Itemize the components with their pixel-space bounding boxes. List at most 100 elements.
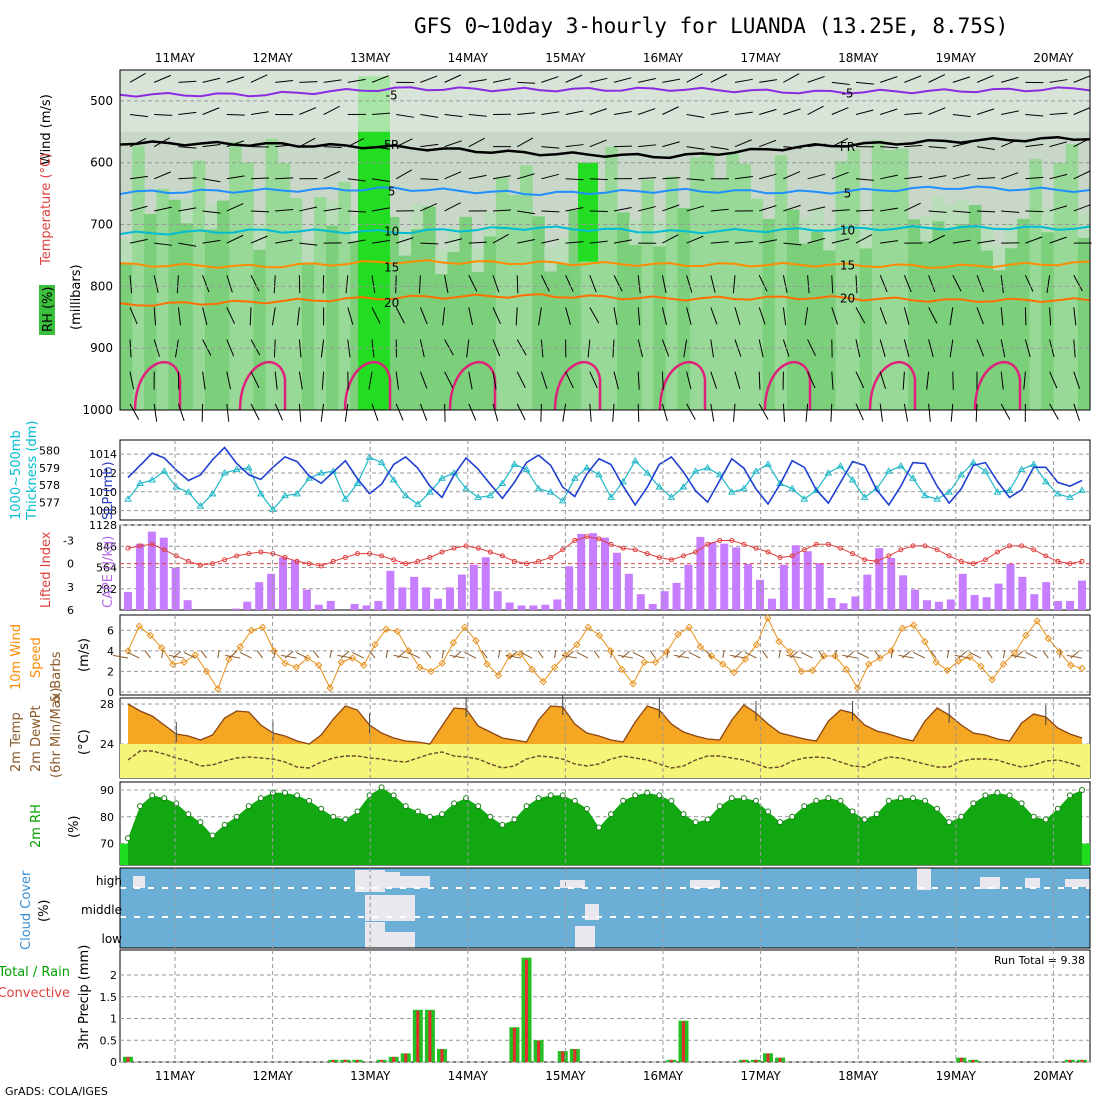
thickness-point [486, 491, 495, 499]
cape-bar [720, 543, 729, 610]
rh-point [789, 813, 796, 820]
wind-barb [734, 176, 753, 180]
wind-barb [515, 307, 518, 326]
wind-speed-point [797, 667, 806, 676]
rh-point [765, 808, 772, 815]
wind-barb [178, 177, 197, 180]
wind-barb [177, 307, 182, 326]
cape-bar [517, 605, 526, 610]
rh-point [137, 803, 144, 810]
pressure-tick: 900 [90, 341, 113, 355]
surface-wind-barb [453, 650, 462, 659]
rh-saturated-band [578, 162, 598, 262]
wind-barb [444, 371, 454, 388]
rh-point [487, 813, 494, 820]
thickness-point [462, 484, 471, 492]
li-point [306, 561, 312, 567]
rh-point [620, 797, 627, 804]
rh-point [861, 816, 868, 823]
thickness-point [136, 479, 144, 486]
wind-barb [710, 275, 716, 293]
rh-point [1006, 792, 1013, 799]
wind-barb [734, 111, 753, 116]
wind-barb [855, 307, 866, 324]
cape-bar [672, 582, 681, 610]
thickness-point [679, 482, 688, 490]
cloud-block [400, 876, 430, 888]
wind-barb [804, 307, 809, 326]
run-total: Run Total = 9.38 [994, 954, 1085, 967]
wind-barb [250, 339, 261, 356]
wind-barb [202, 143, 221, 148]
wind-speed-point [977, 662, 985, 670]
cape-bar [779, 564, 788, 610]
li-point [644, 551, 650, 557]
thickness-point [752, 467, 760, 474]
wind-barb [758, 403, 769, 420]
cape-tick: 846 [96, 540, 117, 553]
rh-point [777, 819, 784, 826]
rh-column-upper [944, 204, 958, 230]
rh-point [1042, 816, 1049, 823]
cape-bar [469, 564, 478, 610]
wind-barb [323, 105, 340, 115]
surface-wind-barb [281, 654, 297, 659]
surface-wind-barb [312, 650, 320, 659]
thickness-point [764, 460, 772, 467]
wind-barb [831, 307, 839, 325]
li-point [801, 547, 807, 553]
li-point [680, 553, 686, 559]
rh-column [411, 229, 424, 411]
cape-bar [171, 567, 180, 610]
precip-convective-bar [537, 1040, 541, 1062]
thickness-point [619, 477, 627, 485]
li-point [765, 549, 771, 555]
rh-column [629, 244, 642, 411]
wind-speed-point [1067, 661, 1075, 669]
rh-point [547, 792, 554, 799]
wind-barb [783, 146, 802, 149]
rh-point [1030, 813, 1037, 820]
wind-speed-point [853, 684, 862, 692]
wind-barb [273, 275, 276, 294]
cape-bar [612, 552, 621, 610]
wind-speed-point [359, 661, 368, 669]
contour-label: FR [384, 138, 399, 152]
rh-point [934, 805, 941, 812]
cloud-block [585, 904, 599, 920]
rh-column [883, 149, 897, 411]
precip-convective-bar [512, 1027, 516, 1062]
wind-barb [517, 210, 536, 215]
wind10-label-c: & Barbs [49, 651, 64, 703]
rh-column [617, 212, 630, 411]
wind-barb [250, 177, 270, 180]
wind-barb [226, 371, 232, 390]
wind-barb [296, 307, 300, 326]
wind-barb [759, 79, 778, 83]
cape-bar [243, 601, 252, 610]
wind-tick: 6 [107, 624, 114, 637]
wind-barb [952, 174, 971, 180]
surface-wind-barb [986, 650, 993, 659]
thick-label-b: Thickness (dm) [25, 421, 40, 521]
wind-speed-point [685, 623, 693, 631]
rh-point [1079, 787, 1085, 794]
wind-barb [396, 114, 415, 118]
rh-point [595, 824, 602, 831]
surface-wind-barb [834, 650, 837, 659]
rh-column [811, 231, 824, 411]
li-point [342, 554, 348, 560]
rh-point [535, 795, 542, 802]
wind-speed-point [225, 655, 233, 663]
rh-point [294, 792, 301, 799]
wind-barb [710, 307, 718, 325]
wind-barb [1049, 79, 1068, 83]
surface-wind-barb [1066, 654, 1083, 659]
wind-barb [419, 307, 428, 325]
wind-barb [855, 234, 873, 244]
thickness-point [715, 470, 724, 478]
temp-contour-line [119, 86, 1091, 98]
wind-barb [1025, 114, 1044, 117]
surface-wind-barb [954, 654, 970, 659]
